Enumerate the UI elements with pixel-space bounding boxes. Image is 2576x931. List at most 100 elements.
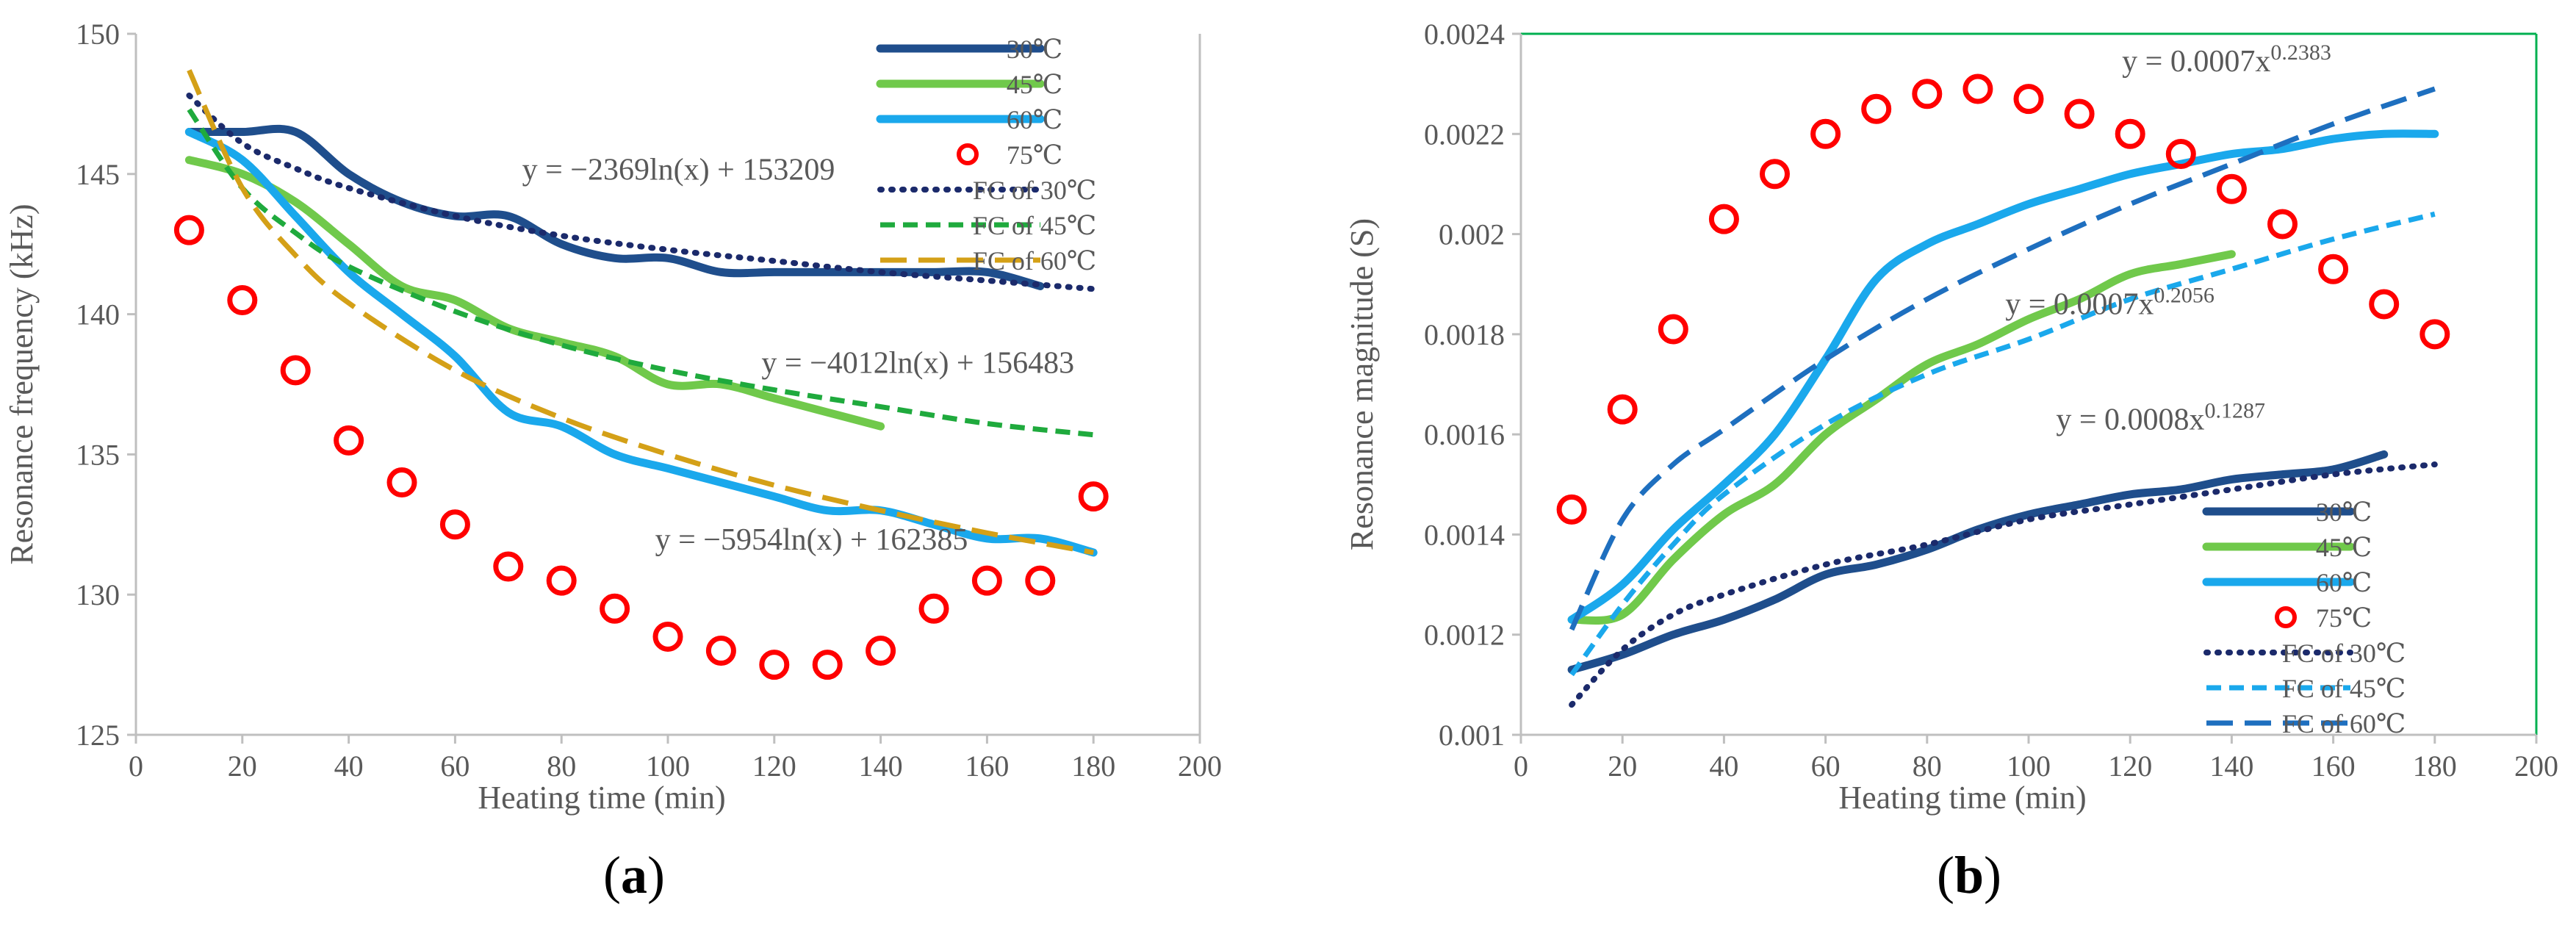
data-point-75 — [812, 650, 843, 680]
y-tick-label: 0.0016 — [1424, 418, 1505, 451]
data-point-75 — [971, 565, 1002, 596]
x-tick-label: 140 — [859, 750, 903, 783]
data-point-75 — [386, 467, 417, 498]
data-point-75 — [546, 565, 577, 596]
x-tick-label: 20 — [228, 750, 257, 783]
x-tick-label: 200 — [1178, 750, 1222, 783]
fit-curve-fc-of-45 — [187, 108, 1094, 438]
x-tick-label: 120 — [2108, 750, 2152, 783]
equation-annotation: y = 0.0007x0.2383 — [2122, 40, 2331, 79]
data-point-75 — [1861, 93, 1892, 124]
y-tick-label: 125 — [76, 719, 120, 752]
x-tick-label: 200 — [2514, 750, 2558, 783]
fit-curve-fc-of-45 — [1569, 211, 2436, 677]
panel-paren: ) — [647, 846, 665, 905]
fit-curve-fc-of-60 — [187, 69, 1094, 556]
data-point-75 — [2369, 289, 2400, 320]
data-point-75 — [280, 355, 311, 386]
y-tick-label: 135 — [76, 438, 120, 471]
legend-label: FC of 60℃ — [2282, 709, 2406, 738]
legend-label: 30℃ — [2316, 497, 2372, 527]
equation-annotation: y = 0.0008x0.1287 — [2056, 398, 2265, 436]
panel-paren: ) — [1984, 846, 2001, 905]
equation-exponent: 0.1287 — [2205, 398, 2266, 423]
x-tick-label: 40 — [334, 750, 364, 783]
equation-annotation: y = −4012ln(x) + 156483 — [761, 347, 1074, 381]
y-tick-label: 0.0012 — [1424, 619, 1505, 652]
legend-label: 75℃ — [2316, 603, 2372, 633]
legend-label: 60℃ — [2316, 568, 2372, 597]
panel-paren: ( — [603, 846, 621, 905]
data-point-75 — [439, 509, 470, 540]
x-tick-label: 60 — [1811, 750, 1841, 783]
data-point-75 — [334, 425, 364, 456]
data-point-75 — [1962, 73, 1993, 104]
data-point-75 — [1708, 204, 1739, 234]
series-line-60 — [1567, 129, 2439, 624]
fit-curve-fc-of-60 — [1569, 86, 2436, 631]
data-point-75 — [173, 215, 204, 245]
data-point-75 — [493, 551, 524, 582]
equation-annotation: y = −5954ln(x) + 162385 — [655, 523, 968, 557]
y-tick-label: 130 — [76, 578, 120, 611]
panel-paren: ( — [1937, 846, 1954, 905]
data-point-75 — [2115, 118, 2145, 149]
y-tick-label: 0.002 — [1439, 218, 1505, 251]
x-tick-label: 0 — [1514, 750, 1528, 783]
legend-label: FC of 45℃ — [2282, 674, 2406, 703]
legend-label: 75℃ — [1007, 140, 1062, 170]
data-point-75 — [2013, 84, 2044, 115]
x-tick-label: 160 — [2311, 750, 2356, 783]
data-point-75 — [705, 636, 736, 666]
x-tick-label: 180 — [1071, 750, 1115, 783]
x-tick-label: 80 — [547, 750, 576, 783]
x-tick-label: 180 — [2413, 750, 2457, 783]
x-tick-label: 140 — [2209, 750, 2253, 783]
data-point-75 — [918, 593, 949, 624]
panel-letter: b — [1954, 846, 1984, 905]
data-point-75 — [1556, 494, 1587, 525]
legend-symbol — [2275, 606, 2297, 628]
y-tick-label: 150 — [76, 18, 120, 51]
data-point-75 — [2267, 209, 2298, 240]
legend-label: FC of 30℃ — [2282, 639, 2406, 668]
x-tick-label: 20 — [1608, 750, 1637, 783]
legend-label: 45℃ — [2316, 533, 2372, 562]
y-tick-label: 0.0018 — [1424, 318, 1505, 351]
data-point-75 — [1658, 314, 1688, 345]
chart-panel-b: 0 20 40 60 80 100 120 140 160 180 200 0.001 0.0012 0.… — [1344, 18, 2558, 905]
data-point-75 — [1025, 565, 1056, 596]
y-tick-label: 0.0014 — [1424, 518, 1505, 551]
legend-label: 30℃ — [1007, 35, 1062, 64]
x-tick-label: 60 — [440, 750, 469, 783]
data-point-75 — [866, 636, 896, 666]
series-line-45 — [184, 156, 885, 431]
panel-label: (a) — [603, 846, 665, 905]
data-point-75 — [1810, 118, 1841, 149]
legend-label: 45℃ — [1007, 70, 1062, 99]
y-axis-label: Resonance frequency (kHz) — [4, 204, 40, 564]
data-point-75 — [2420, 319, 2450, 350]
equation-annotation: y = −2369ln(x) + 153209 — [522, 153, 835, 187]
equation-exponent: 0.2056 — [2154, 284, 2215, 308]
equation-annotation: y = 0.0007x0.2056 — [2005, 284, 2215, 322]
data-point-75 — [1912, 79, 1943, 109]
legend-label: 60℃ — [1007, 105, 1062, 134]
equation-exponent: 0.2383 — [2270, 40, 2331, 65]
data-point-75 — [759, 650, 790, 680]
data-point-75 — [227, 285, 258, 316]
panel-label: (b) — [1937, 846, 2001, 905]
x-tick-label: 100 — [646, 750, 690, 783]
data-point-75 — [2318, 254, 2349, 284]
data-point-75 — [2064, 98, 2095, 129]
data-point-75 — [652, 621, 683, 652]
fit-curve-fc-of-30 — [1569, 461, 2438, 708]
y-tick-label: 145 — [76, 158, 120, 191]
panel-letter: a — [621, 846, 647, 905]
x-tick-label: 0 — [129, 750, 143, 783]
y-tick-label: 0.0024 — [1424, 18, 1505, 51]
x-tick-label: 160 — [965, 750, 1009, 783]
x-tick-label: 80 — [1913, 750, 1942, 783]
